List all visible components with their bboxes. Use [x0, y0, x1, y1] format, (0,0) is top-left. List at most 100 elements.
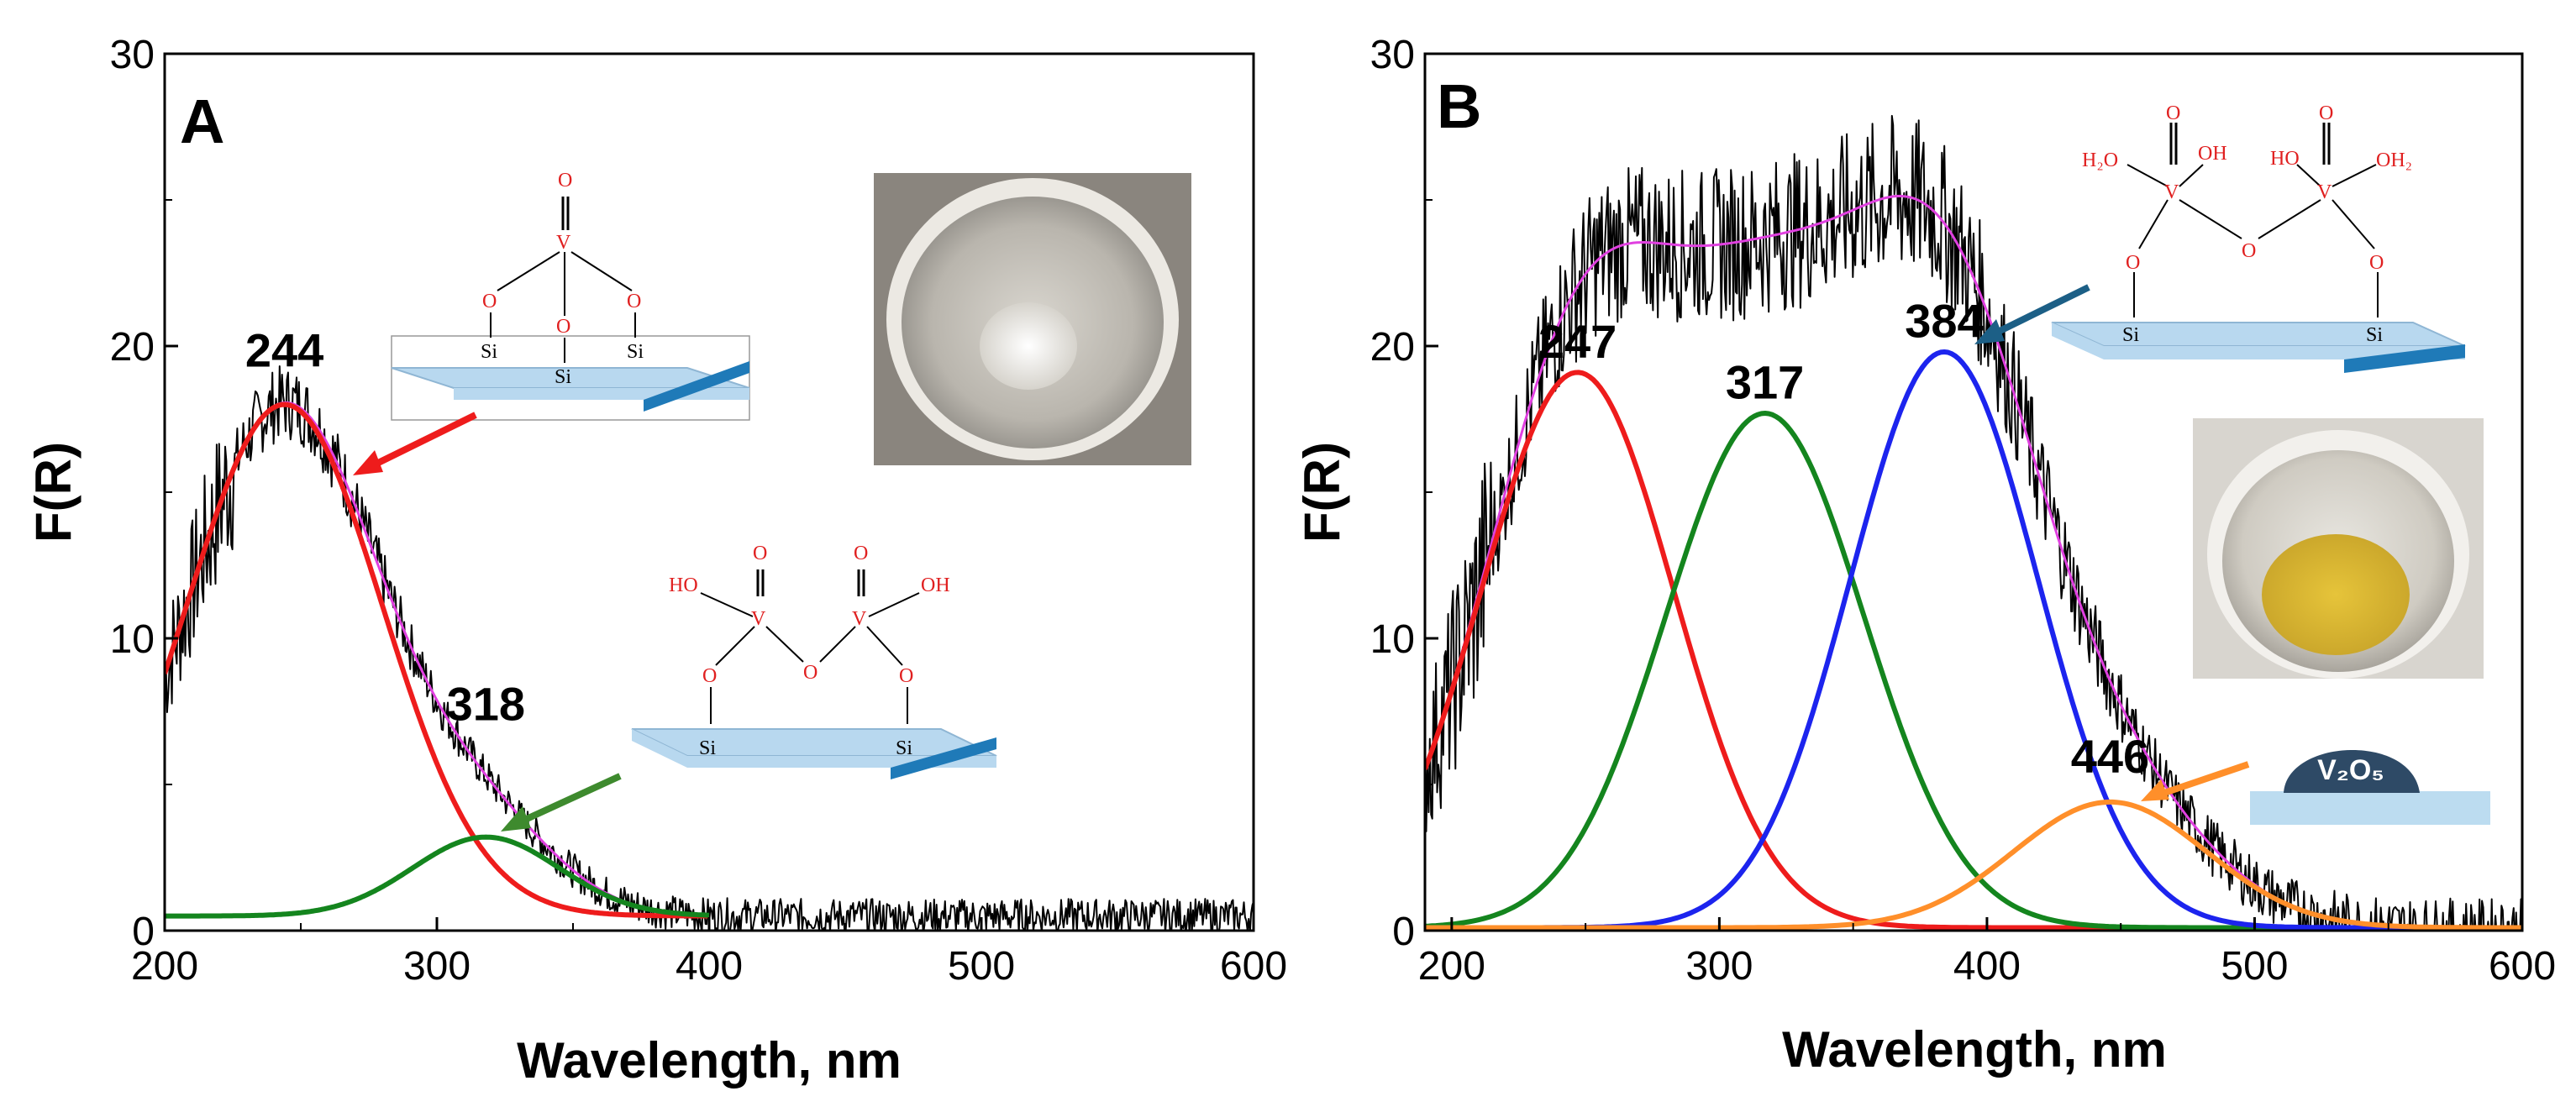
atom-oh-1: OH — [2198, 143, 2227, 165]
dimer-v2-oh-bond — [868, 592, 920, 617]
silica-surface-top — [631, 728, 997, 757]
panel-b-curves — [1425, 114, 2522, 931]
atom-v-2: V — [2317, 181, 2332, 203]
bdimer-v1-bridge-bond — [2179, 199, 2242, 239]
silica-surface-side — [632, 729, 687, 768]
atom-si-left: Si — [2122, 324, 2139, 346]
silica-surface-edge — [891, 737, 996, 779]
atom-v: V — [556, 232, 571, 254]
series-sum-fit — [165, 401, 710, 917]
panel-a-dimer-structure: O O HO OH V V O O O Si Si — [631, 543, 997, 779]
atom-ho-2: HO — [2270, 148, 2300, 170]
atom-o-top: O — [558, 170, 572, 191]
bdimer-v2-o-right-bond — [2332, 199, 2375, 249]
arrow-to-244-band — [368, 412, 477, 470]
y-tick-label: 10 — [1370, 617, 1415, 662]
bdimer-v1-oh-bond — [2179, 164, 2204, 187]
atom-o-top-2: O — [854, 543, 868, 564]
atom-o-right: O — [2369, 252, 2384, 274]
arrow-to-446-band-head — [2141, 779, 2169, 801]
atom-o-left: O — [702, 665, 717, 687]
silica-surface-edge — [2344, 344, 2465, 373]
panel-b-x-axis-title: Wavelength, nm — [1782, 1021, 2167, 1078]
badge-dome — [2284, 749, 2420, 793]
atom-o-middle: O — [556, 316, 570, 338]
y-tick-label: 30 — [110, 33, 155, 77]
panel-a-monomer-structure: O V O O O Si Si Si — [391, 170, 750, 421]
dimer-v1-o-left-bond — [715, 626, 755, 666]
atom-o-top-1: O — [753, 543, 767, 564]
atom-ho-left: HO — [669, 574, 698, 596]
series-band-446 — [1425, 799, 2522, 931]
peak-label-446: 446 — [2071, 730, 2149, 783]
panel-a-white-powder-photo — [874, 173, 1191, 465]
atom-oh2-right: OH₂ — [2376, 150, 2412, 171]
x-tick-label: 200 — [131, 944, 198, 989]
silica-surface-top — [2051, 322, 2466, 347]
panel-a-letter: A — [180, 87, 224, 156]
silica-surface-side — [2052, 323, 2104, 359]
peak-label-247: 247 — [1538, 315, 1617, 368]
bdimer-ho-v2-bond — [2296, 164, 2321, 187]
panel-a-arrows — [353, 412, 622, 832]
series-band-244 — [165, 401, 710, 919]
dimer-v2-o-right-bond — [866, 626, 903, 666]
atom-si-left: Si — [699, 737, 716, 759]
arrow-to-446-band — [2158, 761, 2250, 798]
arrow-to-318-band-head — [501, 806, 531, 832]
atom-o-bridge: O — [803, 662, 817, 684]
atom-si-right: Si — [2366, 324, 2383, 346]
atom-o-right: O — [627, 291, 641, 312]
v-o-bond-right — [570, 251, 633, 291]
atom-si-right: Si — [896, 737, 912, 759]
atom-v-1: V — [2164, 181, 2179, 203]
atom-v-1: V — [751, 608, 766, 630]
arrow-to-244-band-head — [353, 450, 383, 475]
silica-surface-front — [454, 388, 749, 400]
y-tick-label: 0 — [132, 910, 155, 954]
x-tick-label: 400 — [676, 944, 743, 989]
peak-label-384: 384 — [1905, 295, 1983, 348]
badge-surface — [2250, 791, 2490, 825]
atom-o-bridge: O — [2242, 240, 2256, 262]
x-tick-label: 400 — [1953, 944, 2021, 989]
atom-h2o-left: H₂O — [2082, 150, 2118, 171]
x-tick-label: 300 — [1685, 944, 1753, 989]
atom-o-right: O — [899, 665, 913, 687]
panel-b-ticks: 200 300 400 500 600 0 10 20 30 — [1370, 33, 2556, 989]
panel-a-ticks: 200 300 400 500 600 0 10 20 30 — [110, 33, 1287, 989]
bdimer-h2o-v1-bond — [2127, 164, 2169, 187]
v-o-bond-left — [497, 251, 560, 291]
y-tick-label: 0 — [1392, 910, 1415, 954]
panel-a-peak-labels: 244 318 — [245, 323, 525, 730]
atom-si-left: Si — [481, 341, 497, 363]
x-tick-label: 500 — [948, 944, 1015, 989]
x-tick-label: 200 — [1418, 944, 1485, 989]
panel-a-x-axis-title: Wavelength, nm — [517, 1032, 902, 1089]
x-tick-label: 600 — [2489, 944, 2556, 989]
atom-o-left: O — [482, 291, 497, 312]
panel-b-peak-labels: 247 317 384 446 — [1538, 295, 2149, 784]
v2o5-particle-badge: V₂O₅ — [2250, 749, 2490, 825]
panel-b-y-axis-title: F(R) — [1294, 442, 1350, 543]
bdimer-bridge-v2-bond — [2258, 199, 2321, 239]
arrow-to-318-band — [516, 773, 622, 826]
peak-label-317: 317 — [1726, 356, 1804, 409]
yellow-powder — [2262, 534, 2410, 655]
y-tick-label: 20 — [110, 325, 155, 370]
panel-b-hydrated-dimer-structure: O O H₂O OH HO OH₂ V V O O O Si Si — [2051, 102, 2466, 373]
atom-v-2: V — [852, 608, 867, 630]
atom-o-top-1: O — [2166, 102, 2180, 124]
panel-b-arrows — [1974, 284, 2250, 801]
dimer-v1-bridge-bond — [765, 626, 804, 663]
atom-oh-right: OH — [921, 574, 950, 596]
x-tick-label: 300 — [403, 944, 471, 989]
series-band-318 — [165, 834, 710, 919]
x-tick-label: 600 — [1220, 944, 1287, 989]
white-powder — [980, 302, 1077, 390]
atom-si-middle: Si — [555, 366, 571, 388]
panel-b-letter: B — [1437, 71, 1481, 141]
